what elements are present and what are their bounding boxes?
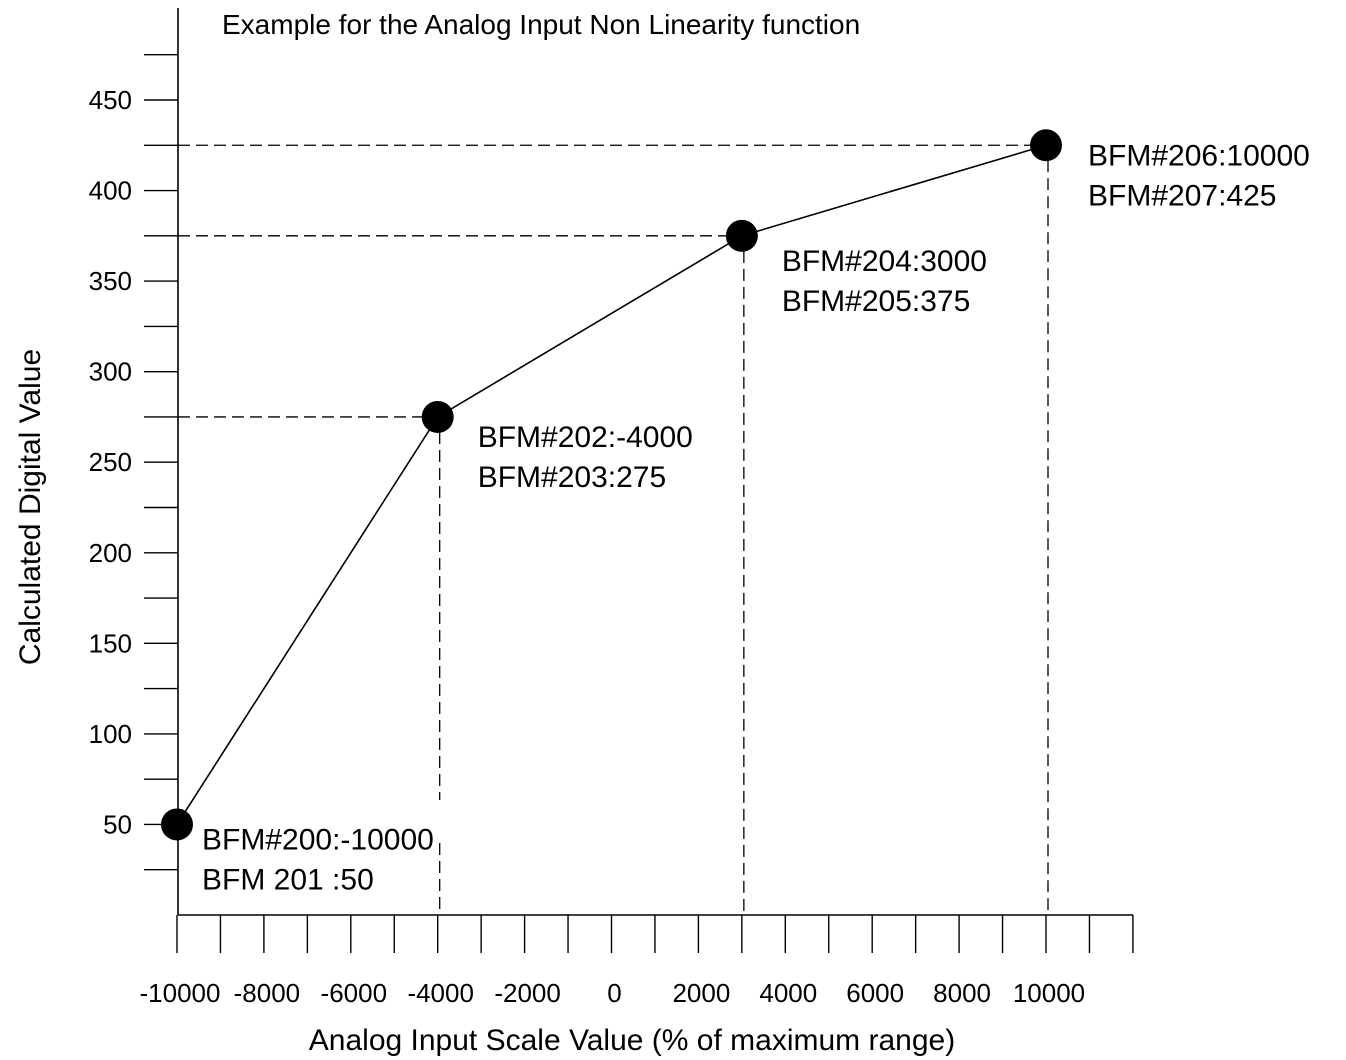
x-tick-label: -2000	[494, 978, 561, 1008]
y-tick-label: 350	[89, 266, 132, 296]
x-tick-label: -10000	[140, 978, 221, 1008]
y-axis-label: Calculated Digital Value	[14, 349, 47, 665]
point-annotation-label: BFM#204:3000	[782, 245, 987, 278]
data-points	[161, 129, 1062, 841]
point-annotation-label: BFM#200:-10000	[202, 823, 434, 856]
y-ticks: 50 100 150 200 250 300 350 400 450	[89, 54, 178, 871]
x-tick-label: -4000	[407, 978, 474, 1008]
y-tick-label: 50	[103, 809, 132, 839]
point-annotation-label: BFM 201 :50	[202, 863, 374, 896]
y-tick-label: 450	[89, 85, 132, 115]
point-annotation-label: BFM#205:375	[782, 285, 970, 318]
x-tick-label: 8000	[933, 978, 991, 1008]
x-tick-label: 4000	[759, 978, 817, 1008]
y-tick-label: 300	[89, 357, 132, 387]
point-annotation-label: BFM#207:425	[1088, 179, 1276, 212]
x-tick-label: -8000	[234, 978, 301, 1008]
x-tick-label: -6000	[321, 978, 388, 1008]
x-tick-label: 2000	[672, 978, 730, 1008]
x-ticks: -10000 -8000 -6000 -4000 -2000 0 2000 4000 6000 8…	[140, 915, 1134, 1008]
chart-title: Example for the Analog Input Non Lineari…	[222, 9, 860, 40]
point-annotation-label: BFM#206:10000	[1088, 139, 1310, 172]
x-axis-label: Analog Input Scale Value (% of maximum r…	[309, 1024, 955, 1057]
data-line	[176, 144, 1047, 825]
y-tick-label: 200	[89, 538, 132, 568]
point-annotation-label: BFM#203:275	[478, 461, 666, 494]
y-tick-label: 250	[89, 447, 132, 477]
y-tick-label: 400	[89, 176, 132, 206]
x-tick-label: 0	[607, 978, 621, 1008]
x-tick-label: 6000	[846, 978, 904, 1008]
y-tick-label: 150	[89, 628, 132, 658]
data-point	[1030, 129, 1062, 162]
x-tick-label: 10000	[1013, 978, 1085, 1008]
data-point	[421, 400, 454, 433]
data-line-group	[176, 144, 1047, 825]
point-annotation-label: BFM#202:-4000	[478, 421, 693, 454]
y-tick-label: 100	[89, 719, 132, 749]
data-point	[161, 808, 193, 841]
data-point	[725, 219, 758, 252]
guide-lines	[178, 144, 1049, 915]
point-annotations: BFM#200:-10000 BFM 201 :50 BFM#202:-4000 BF…	[202, 139, 1310, 896]
